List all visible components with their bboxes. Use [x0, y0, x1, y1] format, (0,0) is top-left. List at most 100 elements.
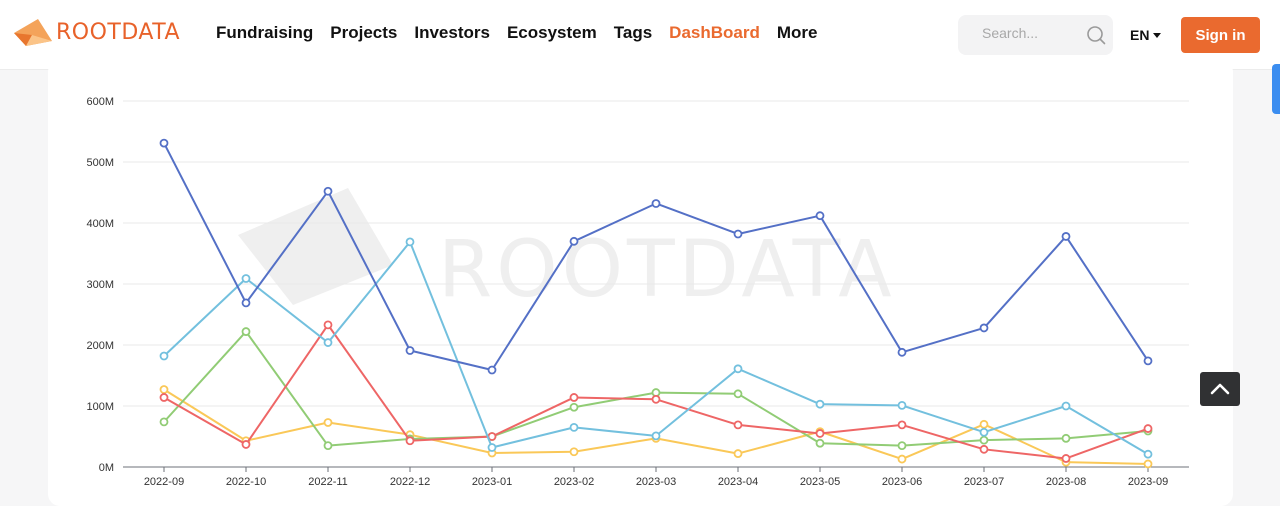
y-tick-label: 200M — [86, 340, 114, 352]
data-point[interactable] — [569, 236, 579, 246]
data-point[interactable] — [569, 393, 579, 402]
watermark-logo-icon — [238, 188, 393, 305]
x-tick-label: 2022-11 — [308, 476, 348, 488]
data-point[interactable] — [323, 338, 333, 347]
data-point[interactable] — [979, 435, 989, 445]
nav-more[interactable]: More — [776, 23, 818, 42]
data-point[interactable] — [651, 394, 661, 404]
data-point[interactable] — [1143, 449, 1153, 459]
data-point[interactable] — [815, 399, 825, 409]
side-drawer-tab[interactable] — [1272, 64, 1280, 114]
data-point[interactable] — [1143, 356, 1153, 366]
back-to-top-button[interactable] — [1200, 372, 1240, 406]
data-point[interactable] — [897, 347, 907, 357]
data-point[interactable] — [651, 431, 661, 441]
x-tick-label: 2023-05 — [800, 476, 840, 488]
data-point[interactable] — [815, 211, 825, 221]
y-tick-label: 300M — [86, 279, 114, 291]
nav-ecosystem[interactable]: Ecosystem — [506, 23, 597, 42]
data-point[interactable] — [159, 385, 169, 394]
x-tick-label: 2023-01 — [472, 476, 512, 488]
x-tick-label: 2022-12 — [390, 476, 430, 488]
data-point[interactable] — [241, 440, 251, 449]
series-line — [159, 327, 1153, 451]
language-selector[interactable]: EN — [1130, 27, 1162, 43]
data-point[interactable] — [1061, 401, 1071, 411]
data-point[interactable] — [897, 454, 907, 464]
data-point[interactable] — [323, 441, 333, 451]
data-point[interactable] — [323, 186, 333, 196]
logo-text: ROOTDATA — [56, 19, 181, 45]
data-point[interactable] — [241, 274, 251, 283]
nav-tags[interactable]: Tags — [613, 23, 653, 42]
data-point[interactable] — [733, 364, 743, 374]
y-tick-label: 500M — [86, 157, 114, 169]
data-point[interactable] — [1143, 424, 1153, 433]
x-tick-label: 2022-10 — [226, 476, 266, 488]
data-point[interactable] — [241, 298, 251, 308]
data-point[interactable] — [487, 443, 497, 452]
data-point[interactable] — [733, 449, 743, 458]
data-point[interactable] — [159, 138, 169, 148]
series-line — [159, 320, 1153, 463]
data-point[interactable] — [1061, 232, 1071, 241]
data-point[interactable] — [733, 389, 743, 399]
data-point[interactable] — [897, 420, 907, 430]
y-axis: 0M 100M 200M 300M 400M 500M 600M — [86, 96, 114, 474]
rootdata-logo[interactable]: ROOTDATA — [12, 17, 180, 47]
series-line — [159, 237, 1153, 459]
x-axis: 2022-09 2022-10 2022-11 2022-12 2023-01 2023-… — [123, 466, 1189, 488]
data-point[interactable] — [159, 393, 169, 402]
search-icon[interactable] — [1086, 25, 1106, 45]
series-line — [159, 138, 1153, 375]
data-point[interactable] — [651, 199, 661, 208]
watermark: ROOTDATA — [238, 188, 896, 315]
nav-fundraising[interactable]: Fundraising — [216, 23, 314, 42]
data-point[interactable] — [569, 422, 579, 432]
data-point[interactable] — [979, 323, 989, 333]
search-input[interactable] — [982, 25, 1082, 41]
y-tick-label: 400M — [86, 218, 114, 230]
data-point[interactable] — [979, 444, 989, 454]
data-point[interactable] — [487, 365, 497, 375]
x-tick-label: 2023-08 — [1046, 476, 1086, 488]
data-point[interactable] — [405, 237, 415, 247]
logo-mark-icon — [14, 19, 52, 46]
data-point[interactable] — [159, 351, 169, 361]
data-point[interactable] — [815, 438, 825, 448]
y-tick-label: 0M — [99, 462, 114, 474]
y-tick-label: 600M — [86, 96, 114, 108]
data-point[interactable] — [569, 402, 579, 412]
data-point[interactable] — [323, 320, 333, 330]
search-box[interactable] — [958, 15, 1113, 55]
data-point[interactable] — [1061, 433, 1071, 443]
main-nav: Fundraising Projects Investors Ecosystem… — [216, 22, 834, 44]
watermark-text: ROOTDATA — [438, 225, 896, 315]
caret-down-icon — [1153, 32, 1162, 38]
data-point[interactable] — [979, 419, 989, 429]
x-tick-label: 2023-07 — [964, 476, 1004, 488]
data-point[interactable] — [569, 447, 579, 457]
series-group — [159, 138, 1153, 469]
y-tick-label: 100M — [86, 401, 114, 413]
data-point[interactable] — [405, 346, 415, 355]
nav-dashboard[interactable]: DashBoard — [669, 23, 760, 42]
data-point[interactable] — [979, 427, 989, 437]
data-point[interactable] — [815, 429, 825, 438]
nav-projects[interactable]: Projects — [330, 23, 398, 42]
chart-card: ROOTDATA 0M 100M 200M 300M 400M 500M 600M 2022… — [48, 60, 1233, 506]
data-point[interactable] — [241, 327, 251, 336]
data-point[interactable] — [897, 441, 907, 451]
data-point[interactable] — [323, 418, 333, 427]
data-point[interactable] — [733, 229, 743, 239]
sign-in-button[interactable]: Sign in — [1181, 17, 1260, 53]
data-point[interactable] — [405, 436, 415, 446]
data-point[interactable] — [159, 417, 169, 427]
chevron-up-icon — [1210, 383, 1230, 395]
data-point[interactable] — [1143, 459, 1153, 469]
data-point[interactable] — [897, 400, 907, 410]
nav-investors[interactable]: Investors — [414, 23, 490, 42]
data-point[interactable] — [1061, 454, 1071, 463]
x-tick-label: 2023-09 — [1128, 476, 1168, 488]
data-point[interactable] — [733, 420, 743, 430]
